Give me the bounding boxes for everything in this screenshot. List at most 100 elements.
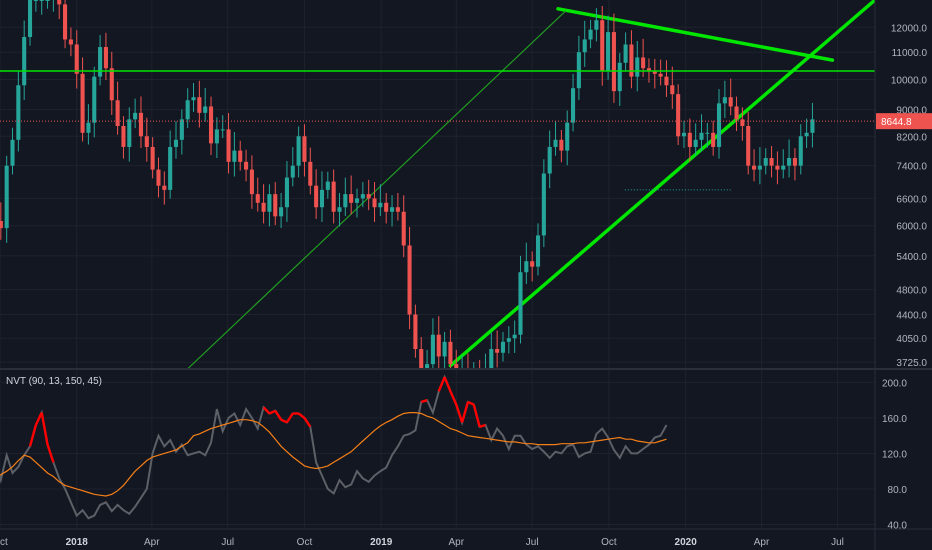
price-tick-label: 7400.0	[896, 162, 927, 173]
candle	[681, 120, 687, 148]
candle	[752, 149, 757, 182]
candle	[244, 149, 249, 182]
price-tick-label: 4400.0	[896, 311, 927, 322]
candle	[33, 0, 38, 12]
price-tick-label: 5400.0	[896, 252, 927, 263]
candle-body	[810, 119, 815, 133]
candle-body	[448, 341, 453, 365]
candle-body	[787, 158, 792, 166]
candle	[436, 316, 441, 368]
candle	[127, 107, 132, 162]
candle	[781, 149, 786, 179]
candle-body	[623, 44, 628, 63]
candle	[413, 304, 418, 358]
candle	[687, 118, 692, 162]
candle	[547, 130, 552, 189]
candle-body	[775, 165, 780, 170]
candle-body	[296, 136, 301, 166]
candle-body	[133, 112, 138, 120]
candle	[150, 137, 155, 179]
candle-body	[337, 207, 342, 212]
candle	[467, 353, 469, 368]
nvt-signal-segment	[472, 404, 481, 428]
falling-resistance-line[interactable]	[556, 7, 835, 62]
last-price-badge: 8644.8	[876, 113, 932, 130]
candle-body	[10, 139, 15, 166]
candle	[757, 147, 762, 185]
price-axis[interactable]: 12000.0 11000.0 10000.0 9000.0 8200.0 7400.0 6…	[874, 0, 928, 550]
candle	[617, 52, 622, 106]
candle	[658, 59, 663, 86]
candle-body	[4, 165, 9, 229]
candle-body	[144, 136, 149, 147]
candle-body	[267, 194, 272, 212]
price-tick-label: 12000.0	[891, 23, 928, 34]
candle-body	[617, 62, 622, 92]
candle-body	[33, 0, 38, 1]
candle	[255, 177, 260, 212]
candle	[325, 171, 330, 199]
candle	[109, 51, 114, 115]
candle-body	[179, 119, 184, 140]
candle-body	[115, 100, 120, 127]
price-tick-label: 10000.0	[891, 75, 928, 86]
candle	[763, 148, 768, 175]
candle-body	[378, 202, 383, 208]
candle	[343, 177, 348, 216]
candle-body	[425, 364, 430, 368]
candle-body	[524, 261, 529, 273]
indicator-label[interactable]: NVT (90, 13, 150, 45)	[6, 376, 102, 387]
candle-body	[781, 165, 786, 170]
candle-body	[716, 103, 722, 147]
candle-body	[279, 207, 284, 217]
candle-body	[635, 57, 640, 77]
nvt-tick-label: 80.0	[888, 485, 908, 496]
candle	[349, 175, 354, 215]
candle	[716, 89, 722, 159]
candle-body	[244, 161, 249, 170]
candle	[378, 184, 383, 216]
time-axis[interactable]: Oct 2018 Apr Jul Oct 2019 Apr Jul Oct 2020 Apr Jul	[0, 528, 932, 548]
candle-body	[629, 44, 634, 77]
candle-body	[273, 194, 278, 217]
candle-body	[442, 341, 447, 357]
candle-body	[571, 88, 576, 123]
time-tick-label: 2019	[370, 537, 393, 548]
candle	[419, 336, 424, 368]
candle	[0, 202, 3, 240]
candle	[98, 34, 103, 86]
candle-body	[582, 39, 587, 53]
candle	[168, 130, 173, 199]
candle	[57, 0, 62, 20]
candle-body	[746, 126, 751, 166]
candle-body	[512, 334, 517, 339]
candle-body	[80, 73, 85, 133]
candle	[746, 111, 751, 175]
candle	[232, 132, 237, 177]
candle-body	[705, 132, 710, 134]
candle	[541, 159, 546, 248]
candle-body	[331, 181, 336, 212]
candle	[479, 359, 481, 368]
candle	[407, 226, 412, 330]
candle	[238, 140, 243, 171]
candle-body	[360, 194, 365, 199]
candle-body	[168, 146, 173, 190]
candle	[664, 60, 669, 97]
candle	[699, 114, 704, 152]
candle-body	[255, 194, 260, 203]
candle	[319, 171, 325, 222]
candle	[162, 171, 167, 205]
candle	[670, 66, 675, 109]
candle	[582, 20, 587, 67]
time-tick-label: Jul	[831, 537, 844, 548]
candle-body	[86, 122, 91, 133]
candle-body	[0, 220, 3, 229]
candle	[133, 98, 138, 129]
candle	[10, 127, 15, 175]
candle	[284, 161, 289, 222]
candle-body	[389, 207, 395, 212]
nvt-signal-segment	[40, 412, 49, 445]
